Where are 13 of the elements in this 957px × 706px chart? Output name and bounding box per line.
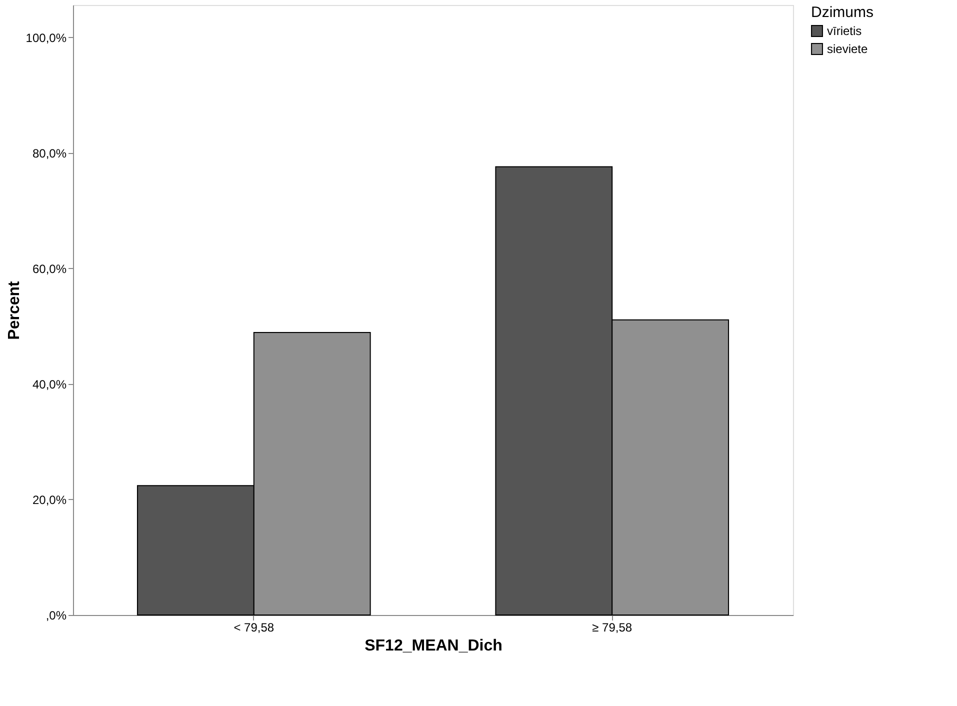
y-tick-label: 80,0% (32, 146, 67, 160)
legend-label: vīrietis (827, 24, 862, 38)
y-tick-label: 20,0% (32, 492, 67, 507)
x-axis-title: SF12_MEAN_Dich (364, 638, 502, 654)
y-tick-label: 60,0% (32, 262, 67, 276)
y-tick-label: ,0% (46, 608, 67, 622)
y-axis-title: Percent (6, 280, 23, 340)
legend-title: Dzimums (811, 4, 874, 21)
legend-label: sieviete (827, 42, 868, 56)
y-tick-label: 40,0% (32, 377, 67, 392)
y-tick-label: 100,0% (26, 30, 67, 45)
x-tick-label: ≥ 79,58 (592, 620, 632, 634)
x-tick-label: < 79,58 (234, 620, 274, 634)
